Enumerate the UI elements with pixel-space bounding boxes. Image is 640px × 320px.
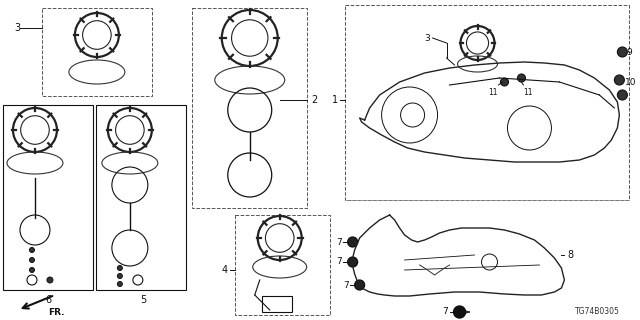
Text: 3: 3 <box>424 34 429 43</box>
Circle shape <box>355 280 365 290</box>
Text: 10: 10 <box>625 77 637 86</box>
Text: 8: 8 <box>568 250 573 260</box>
Text: 9: 9 <box>627 47 632 57</box>
Circle shape <box>29 268 35 273</box>
Bar <box>96 105 186 290</box>
Text: 5: 5 <box>140 295 146 305</box>
Text: 6: 6 <box>45 295 51 305</box>
Text: 2: 2 <box>312 95 318 105</box>
Circle shape <box>47 277 53 283</box>
Circle shape <box>117 282 122 286</box>
Bar <box>345 5 629 200</box>
Circle shape <box>29 247 35 252</box>
Circle shape <box>518 74 525 82</box>
Circle shape <box>117 266 122 270</box>
Circle shape <box>618 47 627 57</box>
Circle shape <box>29 258 35 262</box>
Text: 11: 11 <box>488 88 497 97</box>
Circle shape <box>454 306 465 318</box>
Bar <box>192 8 307 208</box>
Text: 7: 7 <box>343 281 349 290</box>
Text: FR.: FR. <box>48 308 65 317</box>
Bar <box>235 215 330 315</box>
Bar <box>42 8 152 96</box>
Text: 3: 3 <box>14 23 20 33</box>
Circle shape <box>348 257 358 267</box>
Circle shape <box>618 90 627 100</box>
Circle shape <box>117 274 122 278</box>
Circle shape <box>614 75 625 85</box>
Bar <box>3 105 93 290</box>
Text: TG74B0305: TG74B0305 <box>575 308 620 316</box>
Text: 4: 4 <box>221 265 228 275</box>
Text: 11: 11 <box>524 88 533 97</box>
Text: 7: 7 <box>442 308 447 316</box>
Text: 7: 7 <box>336 258 342 267</box>
Circle shape <box>348 237 358 247</box>
Text: 7: 7 <box>336 237 342 246</box>
Bar <box>262 296 292 312</box>
Text: 1: 1 <box>332 95 338 105</box>
Circle shape <box>500 78 509 86</box>
